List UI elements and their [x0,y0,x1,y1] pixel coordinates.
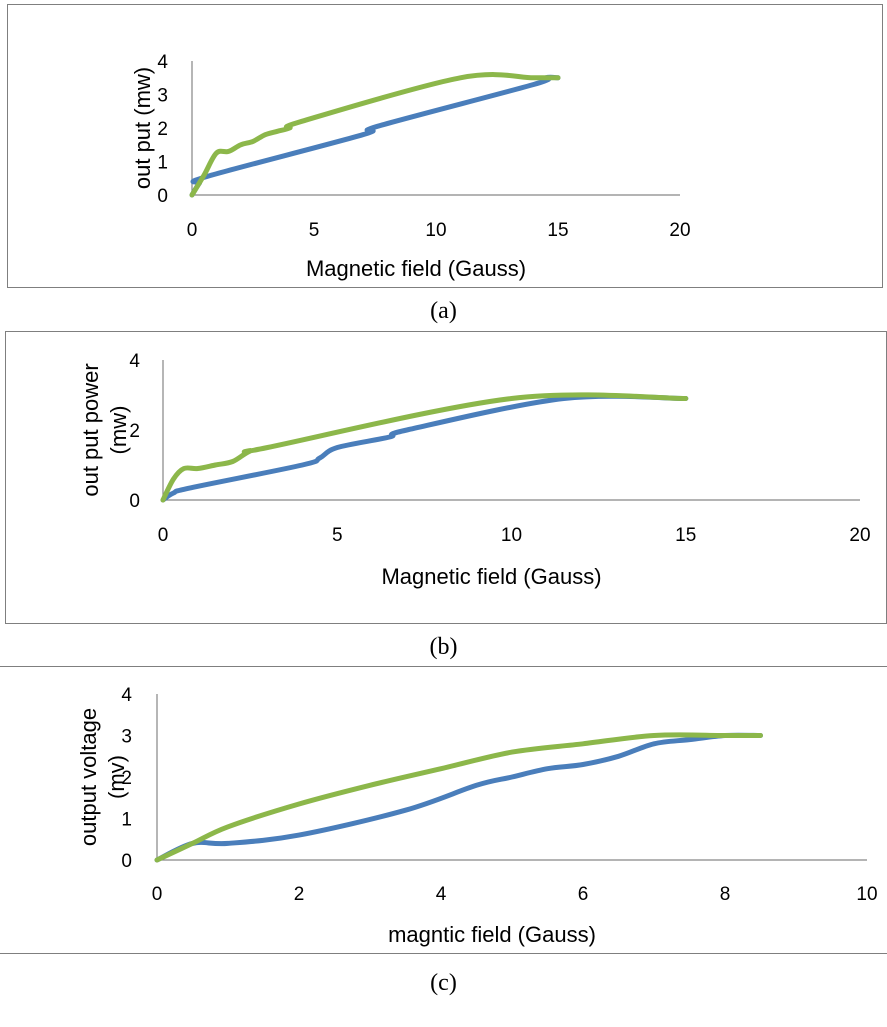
chart-c-series-1-line [154,732,763,863]
chart-a-x-tick-label: 5 [309,220,320,241]
chart-b-y-axis-title: (mw) [106,406,131,455]
chart-a-y-tick-label: 2 [157,119,168,140]
chart-c-series-2-line [154,732,763,863]
chart-b-x-tick-label: 20 [849,525,870,546]
chart-b-caption: (b) [429,634,458,660]
chart-a-y-tick-label: 3 [157,86,168,107]
chart-a-y-axis-title: out put (mw) [130,67,155,189]
chart-b-series-1-line [160,393,689,503]
chart-c-caption: (c) [430,970,457,996]
chart-c-y-axis-title: output voltage [76,708,101,846]
chart-b-series-2-line [160,392,689,503]
chart-c-y-tick-label: 0 [121,851,132,872]
chart-c-y-tick-label: 1 [121,810,132,831]
chart-a-y-tick-label: 1 [157,153,168,174]
chart-c-frame [0,666,887,954]
chart-b-x-tick-label: 5 [332,525,343,546]
chart-c-x-tick-label: 4 [436,884,447,905]
chart-a-x-tick-label: 20 [669,220,690,241]
chart-b-x-axis-title: Magnetic field (Gauss) [381,564,601,589]
chart-c-y-tick-label: 4 [121,685,132,706]
chart-b-x-tick-label: 15 [675,525,696,546]
chart-a-x-axis-title: Magnetic field (Gauss) [306,256,526,281]
chart-a-series-2-line [189,72,561,198]
chart-c-x-tick-label: 6 [578,884,589,905]
chart-b-x-tick-label: 10 [501,525,522,546]
chart-a-y-tick-label: 4 [157,52,168,73]
chart-c-y-tick-label: 2 [121,768,132,789]
chart-c-x-axis-title: magntic field (Gauss) [388,922,596,947]
chart-c-y-axis-title: (mv) [104,755,129,799]
chart-a-frame [7,4,883,288]
chart-c-x-tick-label: 2 [294,884,305,905]
chart-c-x-tick-label: 10 [856,884,877,905]
chart-a-caption: (a) [430,298,457,324]
chart-a-x-tick-label: 15 [547,220,568,241]
chart-c-x-tick-label: 8 [720,884,731,905]
chart-c-y-tick-label: 3 [121,727,132,748]
chart-c-x-tick-label: 0 [152,884,163,905]
chart-a-x-tick-label: 0 [187,220,198,241]
chart-a-x-tick-label: 10 [425,220,446,241]
chart-b-y-tick-label: 0 [129,491,140,512]
chart-b-y-axis-title: out put power [78,363,103,496]
chart-b-x-tick-label: 0 [158,525,169,546]
chart-a-y-tick-label: 0 [157,186,168,207]
chart-b-y-tick-label: 2 [129,421,140,442]
chart-b-y-tick-label: 4 [129,351,140,372]
